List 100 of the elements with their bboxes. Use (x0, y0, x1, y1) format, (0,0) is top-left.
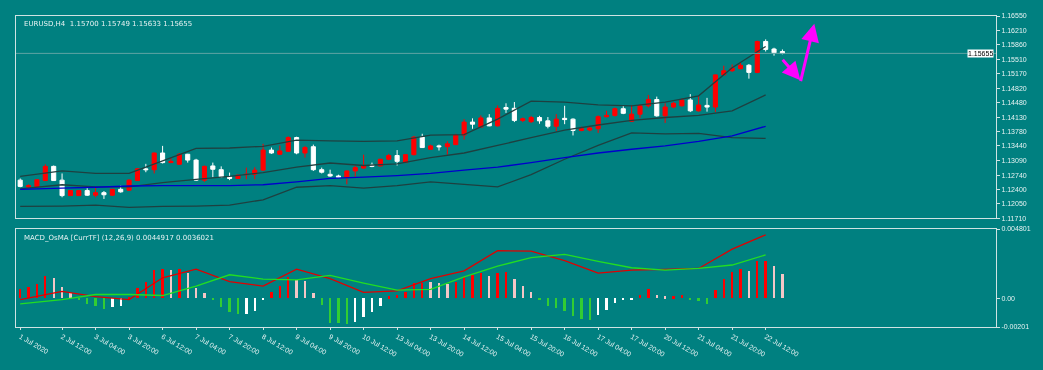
candlestick (319, 167, 325, 174)
candlestick (528, 115, 534, 124)
bar (605, 298, 608, 311)
bar (505, 272, 507, 299)
candlestick (344, 170, 350, 185)
candlestick (637, 103, 643, 119)
candlestick (562, 105, 568, 125)
bar (396, 295, 398, 299)
bar (254, 298, 256, 312)
bar (681, 295, 683, 299)
bar (522, 286, 524, 299)
candlestick (578, 126, 584, 132)
candlestick (67, 189, 73, 197)
bar (496, 273, 499, 299)
bar (547, 298, 549, 307)
candlestick (746, 63, 752, 80)
bar (446, 284, 449, 299)
bar (404, 292, 407, 299)
bar (488, 276, 490, 299)
candlestick (469, 117, 476, 130)
candlestick (553, 113, 559, 132)
candlestick (520, 116, 526, 123)
bar (555, 298, 557, 309)
candlestick (603, 110, 610, 118)
bar (329, 298, 331, 324)
bar (170, 270, 172, 299)
candlestick (394, 149, 400, 167)
bar (429, 282, 432, 299)
candlestick (444, 140, 450, 156)
bar (538, 298, 541, 301)
bar (36, 284, 38, 299)
candlestick (612, 106, 618, 118)
bar (697, 298, 700, 302)
candlestick (704, 97, 710, 113)
bar (748, 271, 750, 299)
bar (203, 293, 206, 299)
bar (279, 286, 281, 299)
candlestick (771, 47, 777, 57)
candlestick (84, 186, 90, 197)
bar (455, 282, 457, 299)
candlestick (185, 153, 191, 164)
bar (622, 298, 624, 301)
bar (756, 261, 758, 299)
bar (723, 279, 725, 299)
candlestick (662, 102, 668, 124)
bar (19, 289, 21, 299)
candlestick (285, 135, 291, 153)
candlestick (193, 158, 199, 182)
bar (287, 277, 289, 299)
candlestick (17, 177, 23, 188)
bar (656, 295, 658, 299)
bar (739, 269, 742, 299)
bar (630, 298, 633, 301)
bar (563, 298, 566, 312)
bar (614, 298, 616, 304)
bar (187, 273, 189, 299)
candlestick (302, 145, 308, 159)
bar (153, 270, 155, 299)
bar (295, 280, 298, 299)
bar (513, 279, 516, 299)
candlestick (436, 144, 442, 151)
candlestick (461, 118, 467, 141)
candlestick (327, 169, 333, 178)
candlestick (545, 116, 551, 129)
bar (731, 272, 733, 299)
bar (312, 293, 315, 299)
bar (53, 278, 55, 299)
candlestick (754, 40, 760, 74)
bar (178, 269, 181, 299)
bar (354, 298, 356, 323)
candlestick (151, 152, 157, 174)
bar (262, 298, 264, 301)
candlestick (687, 93, 693, 113)
bar (714, 290, 717, 299)
bar (337, 298, 340, 324)
bar (237, 298, 239, 315)
bar (195, 288, 197, 299)
bar (27, 287, 30, 299)
candlestick (294, 136, 300, 155)
bar (103, 298, 105, 310)
bar (270, 292, 273, 299)
bar (471, 275, 474, 299)
bar (161, 269, 164, 299)
candlestick (679, 97, 685, 108)
bar (421, 283, 423, 299)
bar (388, 296, 390, 300)
candlestick (629, 104, 635, 123)
candlestick (712, 73, 718, 113)
candlestick (201, 165, 208, 183)
candlestick (277, 144, 283, 156)
candlestick (620, 105, 626, 115)
bar (572, 298, 574, 317)
candlestick (495, 104, 501, 128)
candlestick (419, 133, 425, 149)
bar (304, 281, 306, 299)
bar (371, 298, 373, 313)
candlestick (160, 145, 166, 164)
bar (379, 298, 382, 307)
bar (220, 298, 222, 308)
candlestick (763, 38, 769, 52)
